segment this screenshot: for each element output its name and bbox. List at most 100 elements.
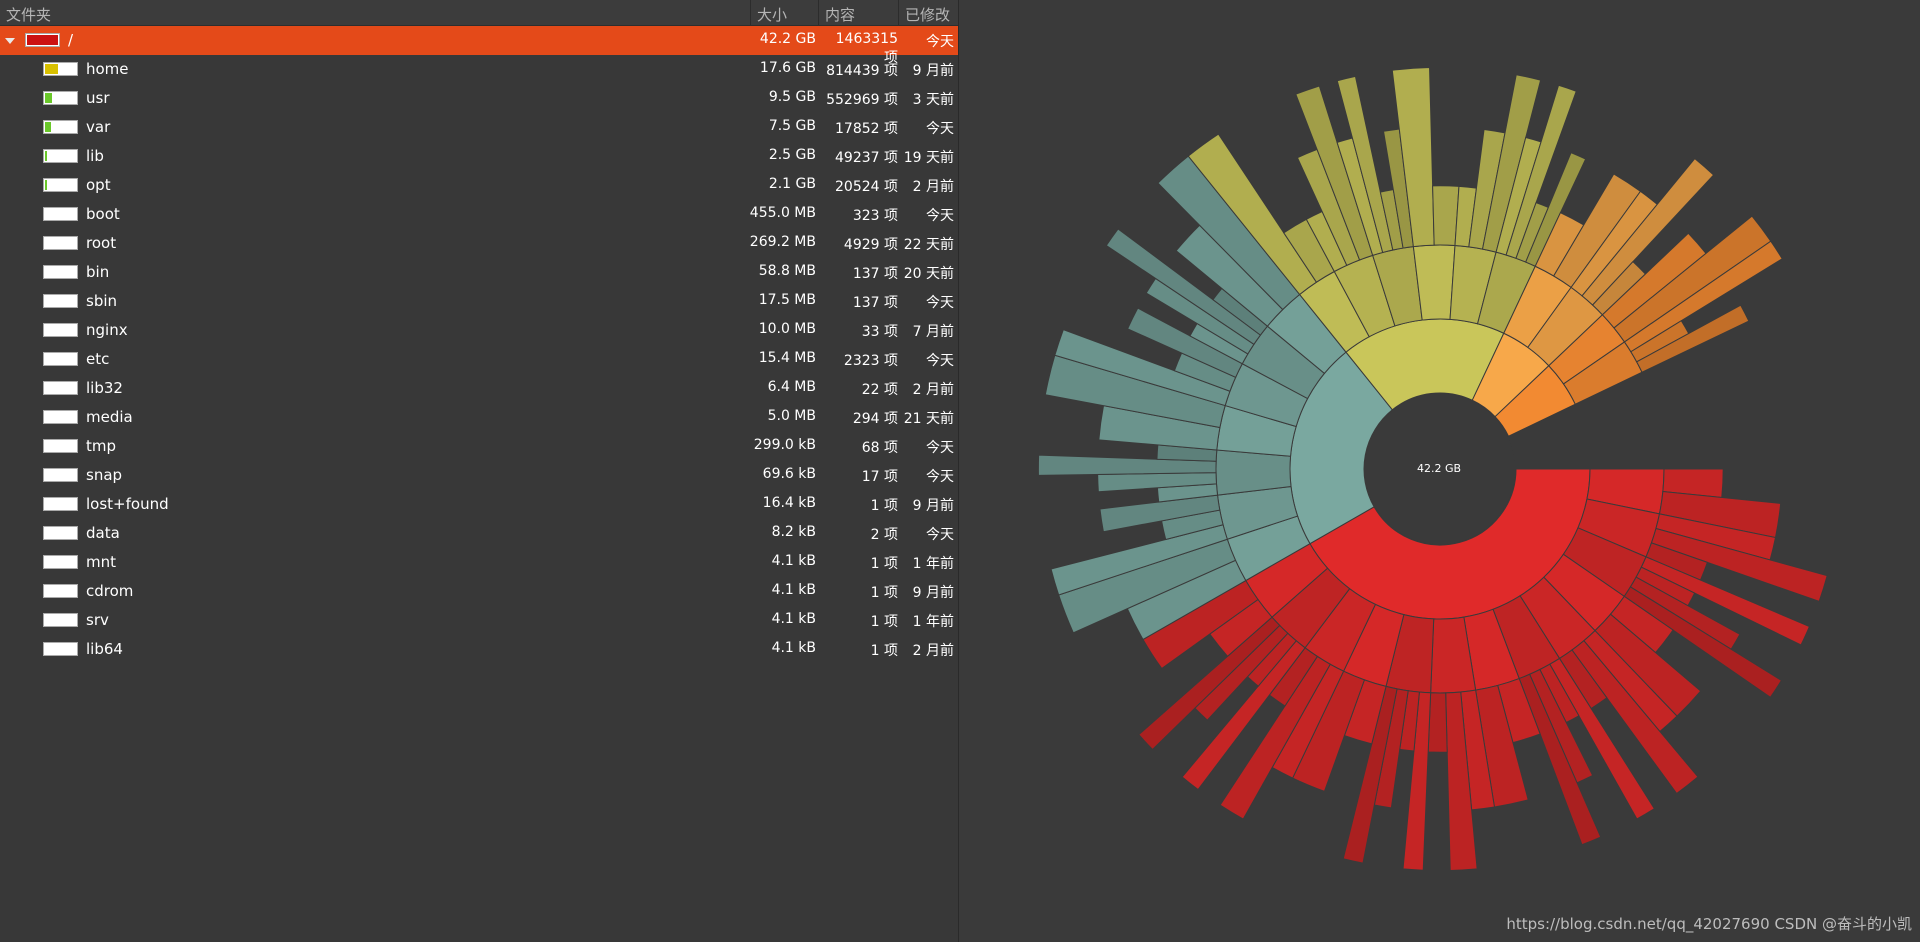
folder-row[interactable]: lib 2.5 GB 49237 项 19 天前 (0, 142, 958, 171)
header-size[interactable]: 大小 (757, 6, 788, 24)
folder-items: 22 项 (861, 382, 898, 398)
usage-bar-fill (27, 35, 58, 45)
folder-row[interactable]: mnt 4.1 kB 1 项 1 年前 (0, 548, 958, 577)
header-modified[interactable]: 已修改 (905, 6, 951, 24)
folder-modified: 今天 (926, 295, 954, 311)
folder-modified: 9 月前 (912, 498, 954, 514)
header-separator[interactable] (898, 0, 899, 25)
usage-bar (43, 613, 78, 627)
usage-bar (25, 33, 60, 47)
segment-home-deep[interactable] (1427, 692, 1448, 753)
folder-modified: 3 天前 (912, 92, 954, 108)
header-separator[interactable] (818, 0, 819, 25)
folder-size: 269.2 MB (749, 234, 816, 250)
usage-bar (43, 178, 78, 192)
folder-modified: 9 月前 (912, 63, 954, 79)
usage-bar (43, 120, 78, 134)
usage-bar (43, 62, 78, 76)
folder-row[interactable]: nginx 10.0 MB 33 项 7 月前 (0, 316, 958, 345)
segment-var-deep[interactable] (1432, 185, 1460, 247)
folder-items: 33 项 (861, 324, 898, 340)
folder-row[interactable]: sbin 17.5 MB 137 项 今天 (0, 287, 958, 316)
usage-bar (43, 410, 78, 424)
usage-bar (43, 149, 78, 163)
folder-row-root[interactable]: / 42.2 GB 1463315 项 今天 (0, 26, 958, 66)
folder-row[interactable]: root 269.2 MB 4929 项 22 天前 (0, 229, 958, 258)
total-size-label: 42.2 GB (1416, 462, 1462, 475)
folder-size: 42.2 GB (759, 31, 816, 47)
folder-size: 4.1 kB (771, 553, 816, 569)
folder-row[interactable]: cdrom 4.1 kB 1 项 9 月前 (0, 577, 958, 606)
folder-items: 68 项 (861, 440, 898, 456)
folder-name: opt (86, 176, 111, 194)
segment-opt-deep[interactable] (1636, 304, 1750, 373)
folder-size: 6.4 MB (767, 379, 816, 395)
folder-name: media (86, 408, 133, 426)
usage-bar (43, 439, 78, 453)
usage-bar-fill (45, 93, 52, 103)
usage-bar (43, 207, 78, 221)
folder-row[interactable]: usr 9.5 GB 552969 项 3 天前 (0, 84, 958, 113)
folder-items: 1463315 项 (835, 31, 898, 66)
folder-row[interactable]: tmp 299.0 kB 68 项 今天 (0, 432, 958, 461)
folder-size: 2.5 GB (768, 147, 816, 163)
folder-modified: 1 年前 (912, 614, 954, 630)
folder-items: 17852 项 (835, 121, 898, 137)
folder-modified: 今天 (926, 353, 954, 369)
folder-row[interactable]: boot 455.0 MB 323 项 今天 (0, 200, 958, 229)
header-contents[interactable]: 内容 (825, 6, 856, 24)
folder-row[interactable]: srv 4.1 kB 1 项 1 年前 (0, 606, 958, 635)
folder-name: root (86, 234, 117, 252)
folder-modified: 2 月前 (912, 643, 954, 659)
folder-row[interactable]: media 5.0 MB 294 项 21 天前 (0, 403, 958, 432)
center-hole[interactable] (1365, 394, 1515, 544)
header-folder[interactable]: 文件夹 (6, 6, 52, 24)
folder-row[interactable]: bin 58.8 MB 137 项 20 天前 (0, 258, 958, 287)
folder-size: 8.2 kB (771, 524, 816, 540)
usage-bar (43, 642, 78, 656)
folder-row[interactable]: home 17.6 GB 814439 项 9 月前 (0, 55, 958, 84)
folder-name: tmp (86, 437, 117, 455)
folder-items: 49237 项 (835, 150, 898, 166)
folder-modified: 今天 (926, 34, 954, 50)
folder-name: nginx (86, 321, 128, 339)
folder-items: 2 项 (870, 527, 898, 543)
collapse-arrow-icon[interactable] (5, 38, 15, 44)
folder-row[interactable]: lib32 6.4 MB 22 项 2 月前 (0, 374, 958, 403)
folder-modified: 今天 (926, 440, 954, 456)
folder-row[interactable]: lost+found 16.4 kB 1 项 9 月前 (0, 490, 958, 519)
folder-row[interactable]: snap 69.6 kB 17 项 今天 (0, 461, 958, 490)
usage-bar-fill (45, 151, 47, 161)
folder-modified: 22 天前 (903, 237, 954, 253)
folder-size: 9.5 GB (768, 89, 816, 105)
folder-name: etc (86, 350, 110, 368)
header-separator[interactable] (750, 0, 751, 25)
folder-items: 1 项 (870, 585, 898, 601)
folder-items: 1 项 (870, 556, 898, 572)
folder-name: lib (86, 147, 104, 165)
folder-items: 1 项 (870, 614, 898, 630)
folder-modified: 1 年前 (912, 556, 954, 572)
ring-chart[interactable] (959, 0, 1920, 942)
folder-modified: 9 月前 (912, 585, 954, 601)
folder-modified: 今天 (926, 527, 954, 543)
folder-items: 1 项 (870, 643, 898, 659)
usage-bar (43, 352, 78, 366)
folder-modified: 今天 (926, 121, 954, 137)
folder-name: data (86, 524, 120, 542)
folder-items: 17 项 (861, 469, 898, 485)
folder-items: 814439 项 (826, 63, 898, 79)
folder-items: 1 项 (870, 498, 898, 514)
folder-name: home (86, 60, 129, 78)
folder-name: snap (86, 466, 123, 484)
folder-size: 5.0 MB (767, 408, 816, 424)
folder-size: 299.0 kB (753, 437, 816, 453)
folder-row[interactable]: data 8.2 kB 2 项 今天 (0, 519, 958, 548)
folder-size: 4.1 kB (771, 611, 816, 627)
folder-row[interactable]: etc 15.4 MB 2323 项 今天 (0, 345, 958, 374)
folder-row[interactable]: lib64 4.1 kB 1 项 2 月前 (0, 635, 958, 664)
usage-bar (43, 526, 78, 540)
folder-row[interactable]: var 7.5 GB 17852 项 今天 (0, 113, 958, 142)
folder-row[interactable]: opt 2.1 GB 20524 项 2 月前 (0, 171, 958, 200)
